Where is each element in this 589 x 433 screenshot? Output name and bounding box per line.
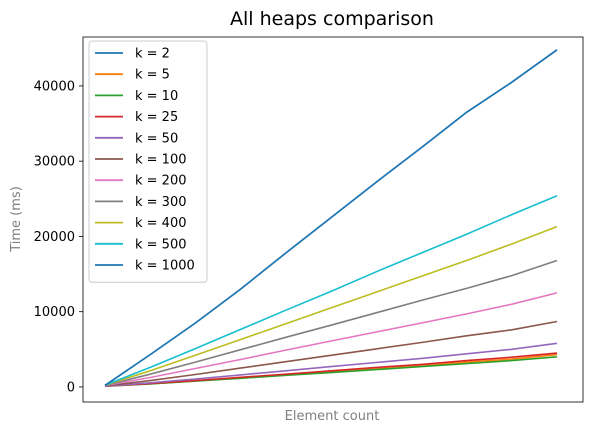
legend-label: k = 100 — [135, 153, 187, 168]
y-axis-ticks: 0 10000 20000 30000 40000 — [34, 79, 83, 395]
series-line-k500 — [104, 195, 558, 386]
legend-label: k = 2 — [135, 47, 170, 62]
y-axis-label: Time (ms) — [9, 186, 24, 253]
legend-label: k = 5 — [135, 68, 170, 83]
series-line-k1000 — [104, 49, 558, 387]
plot-frame — [82, 36, 584, 403]
y-tick-label: 40000 — [34, 79, 75, 94]
legend: k = 2 k = 5 k = 10 k = 25 k = 50 k = 100 k = 2… — [88, 40, 208, 283]
legend-label: k = 400 — [135, 216, 187, 231]
series-line-k50 — [104, 342, 558, 387]
chart-title: All heaps comparison — [230, 8, 434, 30]
series-line-k300 — [104, 259, 558, 387]
y-tick-label: 30000 — [34, 155, 75, 170]
y-tick-label: 20000 — [34, 230, 75, 245]
y-tick-label: 10000 — [34, 305, 75, 320]
y-tick-label: 0 — [67, 380, 75, 395]
series-line-k200 — [104, 292, 558, 387]
legend-label: k = 25 — [135, 110, 178, 125]
x-axis-label: Element count — [285, 409, 380, 424]
series-line-k25 — [104, 352, 558, 387]
legend-label: k = 200 — [135, 174, 187, 189]
legend-label: k = 10 — [135, 89, 178, 104]
legend-label: k = 1000 — [135, 259, 195, 274]
series-lines — [104, 49, 558, 387]
legend-label: k = 500 — [135, 237, 187, 252]
legend-label: k = 300 — [135, 195, 187, 210]
series-line-k100 — [104, 320, 558, 387]
legend-label: k = 50 — [135, 131, 178, 146]
series-line-k400 — [104, 225, 558, 386]
